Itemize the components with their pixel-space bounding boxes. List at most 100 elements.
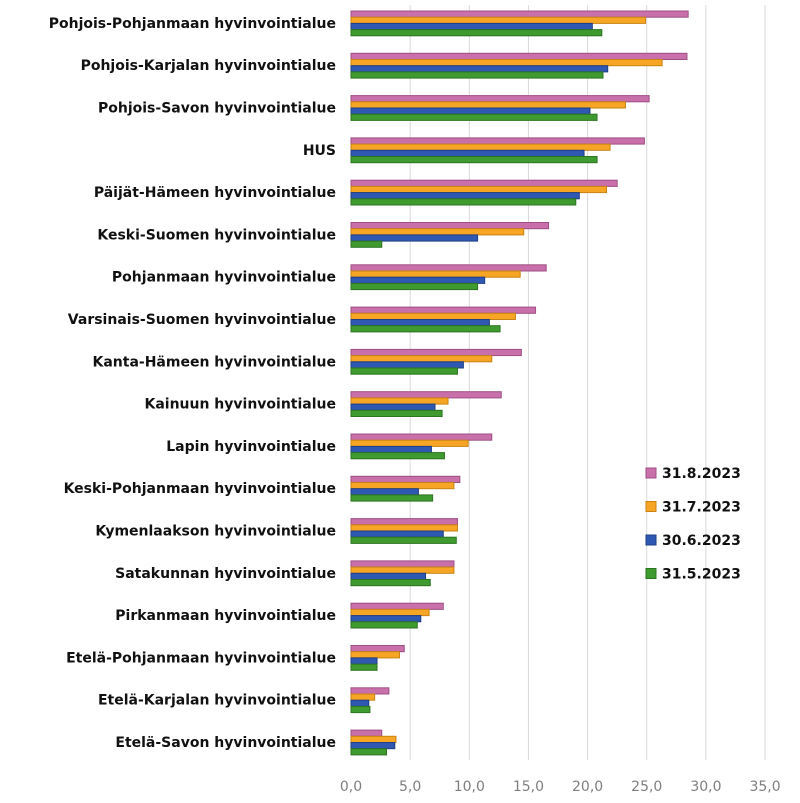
bar-11-series-4 xyxy=(350,452,445,460)
category-label-7: Pohjanmaan hyvinvointialue xyxy=(112,270,336,286)
bar-14-series-4 xyxy=(350,579,431,587)
bar-13-series-3 xyxy=(350,530,444,538)
category-labels: Pohjois-Pohjanmaan hyvinvointialue Pohjoi… xyxy=(49,16,336,751)
bar-2-series-3 xyxy=(350,65,609,73)
category-label-16: Etelä-Pohjanmaan hyvinvointialue xyxy=(66,650,336,666)
bar-15-series-4 xyxy=(350,621,418,629)
bar-2-series-1 xyxy=(350,52,688,60)
x-tick-label-4: 20,0 xyxy=(572,779,603,795)
bar-6-series-3 xyxy=(350,234,479,242)
category-label-4: HUS xyxy=(303,143,336,159)
bar-1-series-2 xyxy=(350,16,647,24)
bars xyxy=(350,10,689,756)
x-tick-label-6: 30,0 xyxy=(690,779,721,795)
bar-3-series-4 xyxy=(350,113,598,121)
category-label-13: Kymenlaakson hyvinvointialue xyxy=(95,524,336,540)
bar-8-series-1 xyxy=(350,306,537,314)
bar-12-series-2 xyxy=(350,482,455,490)
bar-5-series-4 xyxy=(350,198,577,206)
bar-8-series-3 xyxy=(350,319,490,327)
bar-17-series-1 xyxy=(350,687,390,695)
legend-label-2: 31.7.2023 xyxy=(662,500,741,516)
bar-12-series-1 xyxy=(350,475,461,483)
bar-3-series-1 xyxy=(350,95,650,103)
legend: 31.8.2023 31.7.2023 30.6.2023 31.5.2023 xyxy=(645,466,741,583)
category-label-15: Pirkanmaan hyvinvointialue xyxy=(115,608,336,624)
bar-4-series-3 xyxy=(350,149,585,158)
bar-17-series-2 xyxy=(350,693,376,701)
bar-9-series-4 xyxy=(350,367,458,375)
bar-9-series-2 xyxy=(350,355,493,363)
category-label-10: Kainuun hyvinvointialue xyxy=(144,397,336,413)
bar-5-series-1 xyxy=(350,179,618,187)
bar-16-series-4 xyxy=(350,663,378,671)
legend-swatch-1 xyxy=(645,467,657,479)
bar-7-series-4 xyxy=(350,282,479,291)
bar-8-series-2 xyxy=(350,312,516,320)
bar-7-series-2 xyxy=(350,270,521,278)
grid-lines xyxy=(409,5,766,760)
category-label-11: Lapin hyvinvointialue xyxy=(166,439,336,455)
bar-16-series-2 xyxy=(350,651,400,659)
x-tick-label-0: 0,0 xyxy=(340,779,362,795)
bar-1-series-1 xyxy=(350,10,689,18)
legend-swatch-3 xyxy=(645,534,657,546)
bar-10-series-3 xyxy=(350,403,436,411)
category-label-12: Keski-Pohjanmaan hyvinvointialue xyxy=(64,481,336,497)
bar-4-series-2 xyxy=(350,143,611,151)
bar-18-series-1 xyxy=(350,729,383,737)
x-tick-label-5: 25,0 xyxy=(631,779,662,795)
bar-12-series-3 xyxy=(350,488,419,496)
bar-9-series-3 xyxy=(350,361,464,369)
bar-14-series-1 xyxy=(350,560,455,568)
bar-14-series-2 xyxy=(350,566,455,574)
bar-13-series-1 xyxy=(350,518,458,526)
bar-10-series-4 xyxy=(350,409,443,417)
category-label-5: Päijät-Hämeen hyvinvointialue xyxy=(94,185,336,201)
bar-13-series-2 xyxy=(350,524,458,532)
category-label-9: Kanta-Hämeen hyvinvointialue xyxy=(93,354,337,370)
bar-10-series-2 xyxy=(350,397,449,405)
category-label-8: Varsinais-Suomen hyvinvointialue xyxy=(68,312,336,328)
legend-swatch-4 xyxy=(645,568,657,579)
x-tick-label-3: 15,0 xyxy=(513,779,544,795)
bar-1-series-4 xyxy=(350,29,603,37)
bar-11-series-3 xyxy=(350,445,432,454)
bar-2-series-4 xyxy=(350,71,604,79)
bar-1-series-3 xyxy=(350,22,593,31)
category-label-2: Pohjois-Karjalan hyvinvointialue xyxy=(81,58,336,74)
category-label-1: Pohjois-Pohjanmaan hyvinvointialue xyxy=(49,16,336,32)
bar-11-series-1 xyxy=(350,433,493,441)
legend-label-3: 30.6.2023 xyxy=(662,533,741,549)
legend-swatch-2 xyxy=(645,501,657,512)
bar-5-series-2 xyxy=(350,185,608,194)
x-tick-label-7: 35,0 xyxy=(749,779,780,795)
bar-7-series-3 xyxy=(350,276,486,284)
bar-3-series-2 xyxy=(350,101,626,109)
bar-17-series-3 xyxy=(350,699,370,707)
bar-16-series-1 xyxy=(350,645,405,653)
bar-8-series-4 xyxy=(350,325,501,333)
bar-18-series-2 xyxy=(350,735,397,743)
legend-label-4: 31.5.2023 xyxy=(662,567,741,583)
bar-15-series-1 xyxy=(350,602,444,610)
bar-15-series-3 xyxy=(350,615,422,623)
category-label-14: Satakunnan hyvinvointialue xyxy=(115,566,336,582)
x-tick-label-1: 5,0 xyxy=(399,779,421,795)
bar-5-series-3 xyxy=(350,192,580,200)
legend-label-1: 31.8.2023 xyxy=(662,466,741,482)
bar-2-series-2 xyxy=(350,59,663,67)
bar-14-series-3 xyxy=(350,572,427,580)
bar-3-series-3 xyxy=(350,107,591,115)
bar-18-series-3 xyxy=(350,742,396,750)
category-label-3: Pohjois-Savon hyvinvointialue xyxy=(98,101,336,117)
x-tick-label-2: 10,0 xyxy=(454,779,485,795)
category-label-17: Etelä-Karjalan hyvinvointialue xyxy=(98,693,336,709)
bar-4-series-4 xyxy=(350,156,598,164)
bar-6-series-4 xyxy=(350,240,383,248)
x-tick-labels: 0,0 5,0 10,0 15,0 20,0 25,0 30,0 35,0 xyxy=(340,779,781,795)
bar-16-series-3 xyxy=(350,657,378,665)
bar-7-series-1 xyxy=(350,264,547,272)
bar-18-series-4 xyxy=(350,748,387,756)
